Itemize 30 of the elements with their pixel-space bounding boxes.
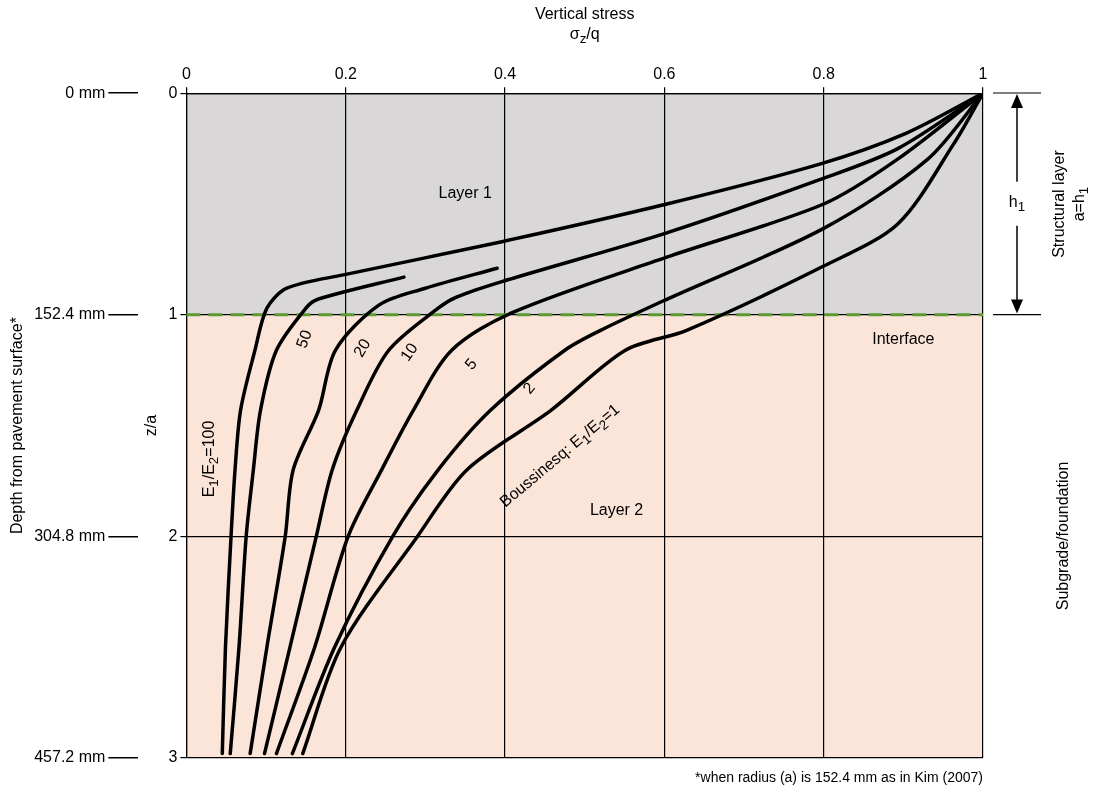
y-tick-label: 2	[168, 526, 178, 544]
x-tick-label: 0.4	[493, 65, 517, 83]
y2-axis-title: Depth from pavement surface*	[8, 317, 26, 535]
x-tick-label: 1	[978, 65, 988, 83]
text: 2	[519, 378, 539, 397]
band-label: Layer 1	[438, 184, 492, 202]
chart-title: Vertical stress	[534, 5, 635, 23]
x-axis-title: σ$_{z}$/q	[569, 25, 600, 47]
y2-tick-label: 0 mm	[65, 83, 106, 101]
text: 5	[461, 354, 481, 373]
y2-tick-label: 457.2 mm	[34, 748, 106, 766]
x-tick-label: 0.6	[653, 65, 676, 83]
text: Subgrade/foundation	[1054, 462, 1072, 611]
text: 50	[293, 327, 316, 351]
y-tick-label: 3	[168, 748, 178, 766]
y-axis-title: z/a	[142, 414, 160, 437]
band-label: Layer 2	[589, 501, 644, 519]
text: 20	[349, 335, 374, 361]
ref-line-label: Interface	[872, 330, 935, 348]
text: 10	[397, 340, 422, 365]
text: h$_{1}$	[1008, 193, 1026, 215]
y2-tick-label: 152.4 mm	[34, 305, 106, 323]
x-tick-label: 0	[181, 65, 191, 83]
text: *when radius (a) is 152.4 mm as in Kim (2007)	[695, 769, 983, 786]
y-tick-label: 1	[168, 305, 178, 323]
text: Structural layer	[1050, 150, 1068, 258]
x-tick-label: 0.2	[334, 65, 357, 83]
y2-tick-label: 304.8 mm	[34, 526, 106, 544]
x-tick-label: 0.8	[812, 65, 835, 83]
y-tick-label: 0	[168, 83, 178, 101]
